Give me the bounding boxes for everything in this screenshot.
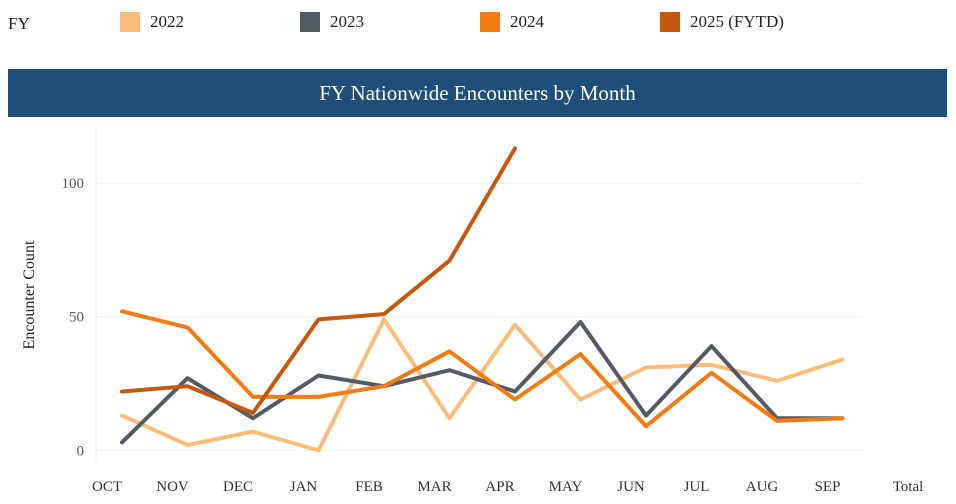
legend-swatch-2024 — [480, 12, 500, 32]
x-tick-label: JAN — [290, 479, 318, 495]
x-tick-label: MAR — [417, 479, 451, 495]
y-tick-label: 0 — [77, 443, 85, 459]
line-chart: 0 50 100 OCT NOV DEC JAN FEB MAR APR MAY JUN JUL AUG… — [21, 127, 924, 495]
legend-title: FY — [8, 14, 30, 33]
legend-swatch-2025 — [660, 12, 680, 32]
x-tick-label: AUG — [746, 479, 779, 495]
x-tick-label: SEP — [815, 479, 841, 495]
legend-swatch-2022 — [120, 12, 140, 32]
series-line-2022 — [120, 317, 845, 453]
legend-item-2025[interactable]: 2025 (FYTD) — [660, 12, 784, 32]
legend-label-2024: 2024 — [510, 12, 544, 31]
series-line-2023 — [120, 320, 845, 445]
legend-item-2022[interactable]: 2022 — [120, 12, 184, 32]
x-tick-label: FEB — [355, 479, 383, 495]
x-tick-label: NOV — [156, 479, 189, 495]
y-tick-label: 100 — [62, 176, 85, 192]
legend: FY 2022 2023 2024 2025 (FYTD) — [0, 0, 956, 48]
legend-item-2023[interactable]: 2023 — [300, 12, 364, 32]
x-tick-label: JUL — [684, 479, 710, 495]
legend-label-2023: 2023 — [330, 12, 364, 31]
chart-title-banner: FY Nationwide Encounters by Month — [8, 69, 947, 117]
x-tick-label: DEC — [223, 479, 253, 495]
y-axis-label: Encounter Count — [21, 240, 38, 349]
x-tick-label: JUN — [617, 479, 645, 495]
y-tick-label: 50 — [69, 310, 84, 326]
series-line-2025 — [120, 146, 517, 415]
x-tick-label: MAY — [549, 479, 583, 495]
legend-swatch-2023 — [300, 12, 320, 32]
chart-title: FY Nationwide Encounters by Month — [319, 80, 636, 105]
legend-label-2025: 2025 (FYTD) — [690, 12, 784, 31]
x-tick-label-total: Total — [893, 479, 924, 495]
series-line-2024 — [120, 309, 845, 429]
x-tick-label: OCT — [92, 479, 122, 495]
legend-item-2024[interactable]: 2024 — [480, 12, 544, 32]
legend-label-2022: 2022 — [150, 12, 184, 31]
x-tick-label: APR — [485, 479, 514, 495]
